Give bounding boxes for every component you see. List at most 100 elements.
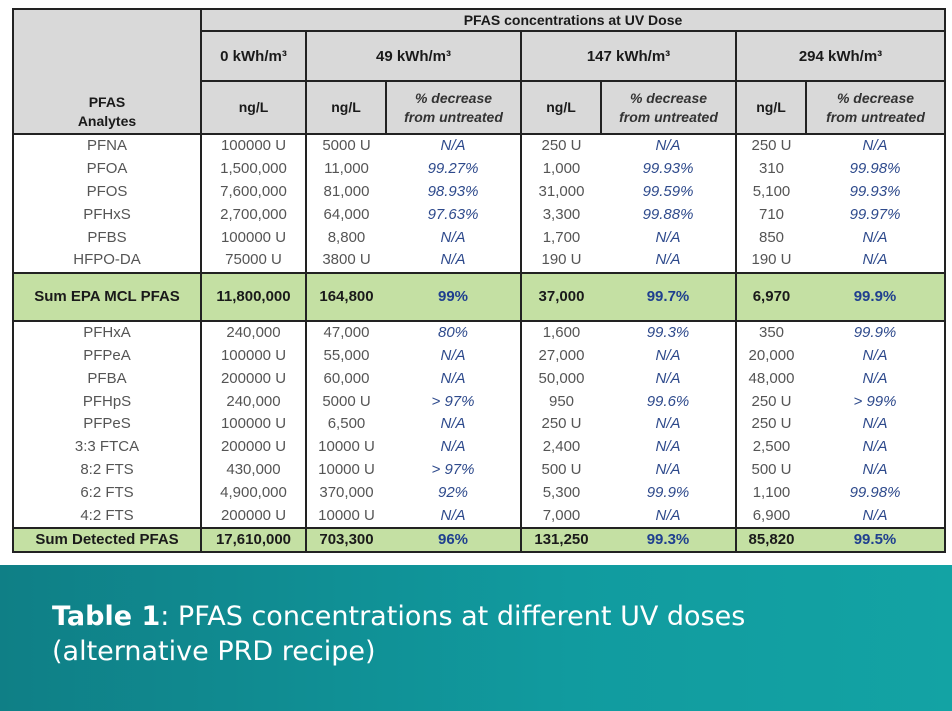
concentration-cell: 10000 U — [305, 458, 386, 482]
concentration-cell: 250 U — [735, 412, 806, 436]
concentration-cell: 7,000 — [520, 504, 601, 528]
pct-decrease-cell: N/A — [655, 415, 681, 433]
concentration-cell: 60,000 — [305, 367, 386, 391]
analyte-name: PFHpS — [12, 390, 202, 413]
pct-decrease-cell: 99.93% — [642, 160, 694, 178]
pct-decrease-cell: 96% — [386, 526, 521, 553]
analyte-name: PFOA — [12, 157, 202, 181]
analyte-name: 4:2 FTS — [12, 504, 202, 528]
table-row: PFBA 200000 U 60,000 N/A 50,000 N/A 48,000 N/A — [12, 367, 946, 391]
pct-decrease-header: % decrease from untreated — [600, 80, 737, 135]
analyte-name: Sum EPA MCL PFAS — [12, 271, 202, 322]
concentration-cell: 5,100 — [735, 180, 806, 204]
pct-decrease-cell: N/A — [806, 458, 946, 482]
concentration-cell: 47,000 — [305, 320, 386, 345]
pct-header-line1: % decrease — [836, 89, 915, 106]
pct-decrease-cell: N/A — [440, 137, 466, 155]
concentration-cell: 64,000 — [305, 203, 386, 227]
pct-decrease-cell: 99.59% — [642, 182, 694, 200]
table-row: 6:2 FTS 4,900,000 370,000 92% 5,300 99.9% 1,10… — [12, 481, 946, 505]
pct-decrease-cell: N/A — [440, 228, 466, 246]
concentration-cell: 100000 U — [200, 412, 306, 436]
pct-header-line2: from untreated — [826, 108, 925, 125]
pct-decrease-cell: 99.98% — [806, 481, 946, 505]
concentration-cell: 500 U — [520, 458, 601, 482]
pct-decrease-cell: 99.3% — [646, 324, 690, 342]
concentration-cell: 100000 U — [200, 226, 306, 249]
unit-header: ng/L — [200, 80, 307, 135]
concentration-cell: 7,600,000 — [200, 180, 306, 204]
caption-banner: Table 1: PFAS concentrations at differen… — [0, 565, 952, 711]
concentration-cell: 350 — [735, 320, 806, 345]
concentration-cell: 190 U — [735, 248, 806, 273]
concentration-cell: 200000 U — [200, 435, 306, 459]
concentration-cell: 131,250 — [520, 526, 601, 553]
pct-decrease-cell: N/A — [440, 369, 466, 387]
analyte-header: PFAS Analytes — [12, 8, 202, 135]
concentration-cell: 240,000 — [200, 320, 306, 345]
pct-decrease-cell: N/A — [806, 367, 946, 391]
table-caption: Table 1: PFAS concentrations at differen… — [52, 599, 745, 669]
analyte-name: PFPeA — [12, 344, 202, 368]
concentration-cell: 100000 U — [200, 344, 306, 368]
concentration-cell: 1,100 — [735, 481, 806, 505]
analyte-name: PFHxA — [12, 320, 202, 345]
table-row: PFPeS 100000 U 6,500 N/A 250 U N/A 250 U N/A — [12, 412, 946, 436]
analyte-header-line1: PFAS — [88, 94, 126, 110]
analyte-name: 8:2 FTS — [12, 458, 202, 482]
analyte-name: 6:2 FTS — [12, 481, 202, 505]
pct-decrease-cell: > 97% — [431, 460, 475, 478]
concentration-cell: 81,000 — [305, 180, 386, 204]
analyte-name: Sum Detected PFAS — [12, 526, 202, 553]
caption-line2: (alternative PRD recipe) — [52, 636, 376, 667]
group-header: PFAS concentrations at UV Dose — [200, 8, 946, 32]
concentration-cell: 1,500,000 — [200, 157, 306, 181]
concentration-cell: 6,500 — [305, 412, 386, 436]
pfas-table-container: PFAS Analytes PFAS concentrations at UV … — [12, 8, 946, 553]
analyte-name: PFOS — [12, 180, 202, 204]
pct-decrease-cell: 92% — [437, 483, 469, 501]
concentration-cell: 430,000 — [200, 458, 306, 482]
pct-decrease-cell: N/A — [806, 344, 946, 368]
pct-decrease-cell: 99.9% — [806, 271, 946, 322]
pct-decrease-cell: N/A — [806, 134, 946, 158]
concentration-cell: 17,610,000 — [200, 526, 306, 553]
concentration-cell: 5000 U — [305, 134, 386, 158]
table-row: PFBS 100000 U 8,800 N/A 1,700 N/A 850 N/A — [12, 226, 946, 249]
pct-decrease-cell: 98.93% — [427, 182, 479, 200]
concentration-cell: 6,970 — [735, 271, 806, 322]
table-row: PFHpS 240,000 5000 U > 97% 950 99.6% 250 U > 99… — [12, 390, 946, 413]
unit-header: ng/L — [520, 80, 602, 135]
table-row: PFHxS 2,700,000 64,000 97.63% 3,300 99.88% 710… — [12, 203, 946, 227]
pct-decrease-cell: N/A — [806, 504, 946, 528]
pct-decrease-cell: N/A — [655, 369, 681, 387]
concentration-cell: 370,000 — [305, 481, 386, 505]
sum-epa-mcl-row: Sum EPA MCL PFAS 11,800,000 164,800 99% 37,0… — [12, 271, 946, 322]
concentration-cell: 310 — [735, 157, 806, 181]
pct-decrease-cell: 99.3% — [601, 526, 736, 553]
concentration-cell: 1,000 — [520, 157, 601, 181]
pct-decrease-cell: 99.97% — [806, 203, 946, 227]
pct-decrease-cell: N/A — [440, 438, 466, 456]
concentration-cell: 250 U — [520, 134, 601, 158]
caption-text: : PFAS concentrations at different UV do… — [160, 601, 746, 632]
concentration-cell: 27,000 — [520, 344, 601, 368]
pct-decrease-cell: N/A — [806, 226, 946, 249]
concentration-cell: 6,900 — [735, 504, 806, 528]
concentration-cell: 48,000 — [735, 367, 806, 391]
concentration-cell: 11,800,000 — [200, 271, 306, 322]
table-row: PFNA 100000 U 5000 U N/A 250 U N/A 250 U N/A — [12, 134, 946, 158]
sum-detected-row: Sum Detected PFAS 17,610,000 703,300 96% 131… — [12, 526, 946, 553]
analyte-name: PFPeS — [12, 412, 202, 436]
pct-decrease-cell: N/A — [655, 137, 681, 155]
concentration-cell: 3800 U — [305, 248, 386, 273]
table-row: PFOA 1,500,000 11,000 99.27% 1,000 99.93% 310 9… — [12, 157, 946, 181]
concentration-cell: 75000 U — [200, 248, 306, 273]
concentration-cell: 240,000 — [200, 390, 306, 413]
table-row: 4:2 FTS 200000 U 10000 U N/A 7,000 N/A 6,900 N/… — [12, 504, 946, 528]
concentration-cell: 85,820 — [735, 526, 806, 553]
pct-header-line1: % decrease — [629, 89, 708, 106]
concentration-cell: 37,000 — [520, 271, 601, 322]
concentration-cell: 50,000 — [520, 367, 601, 391]
